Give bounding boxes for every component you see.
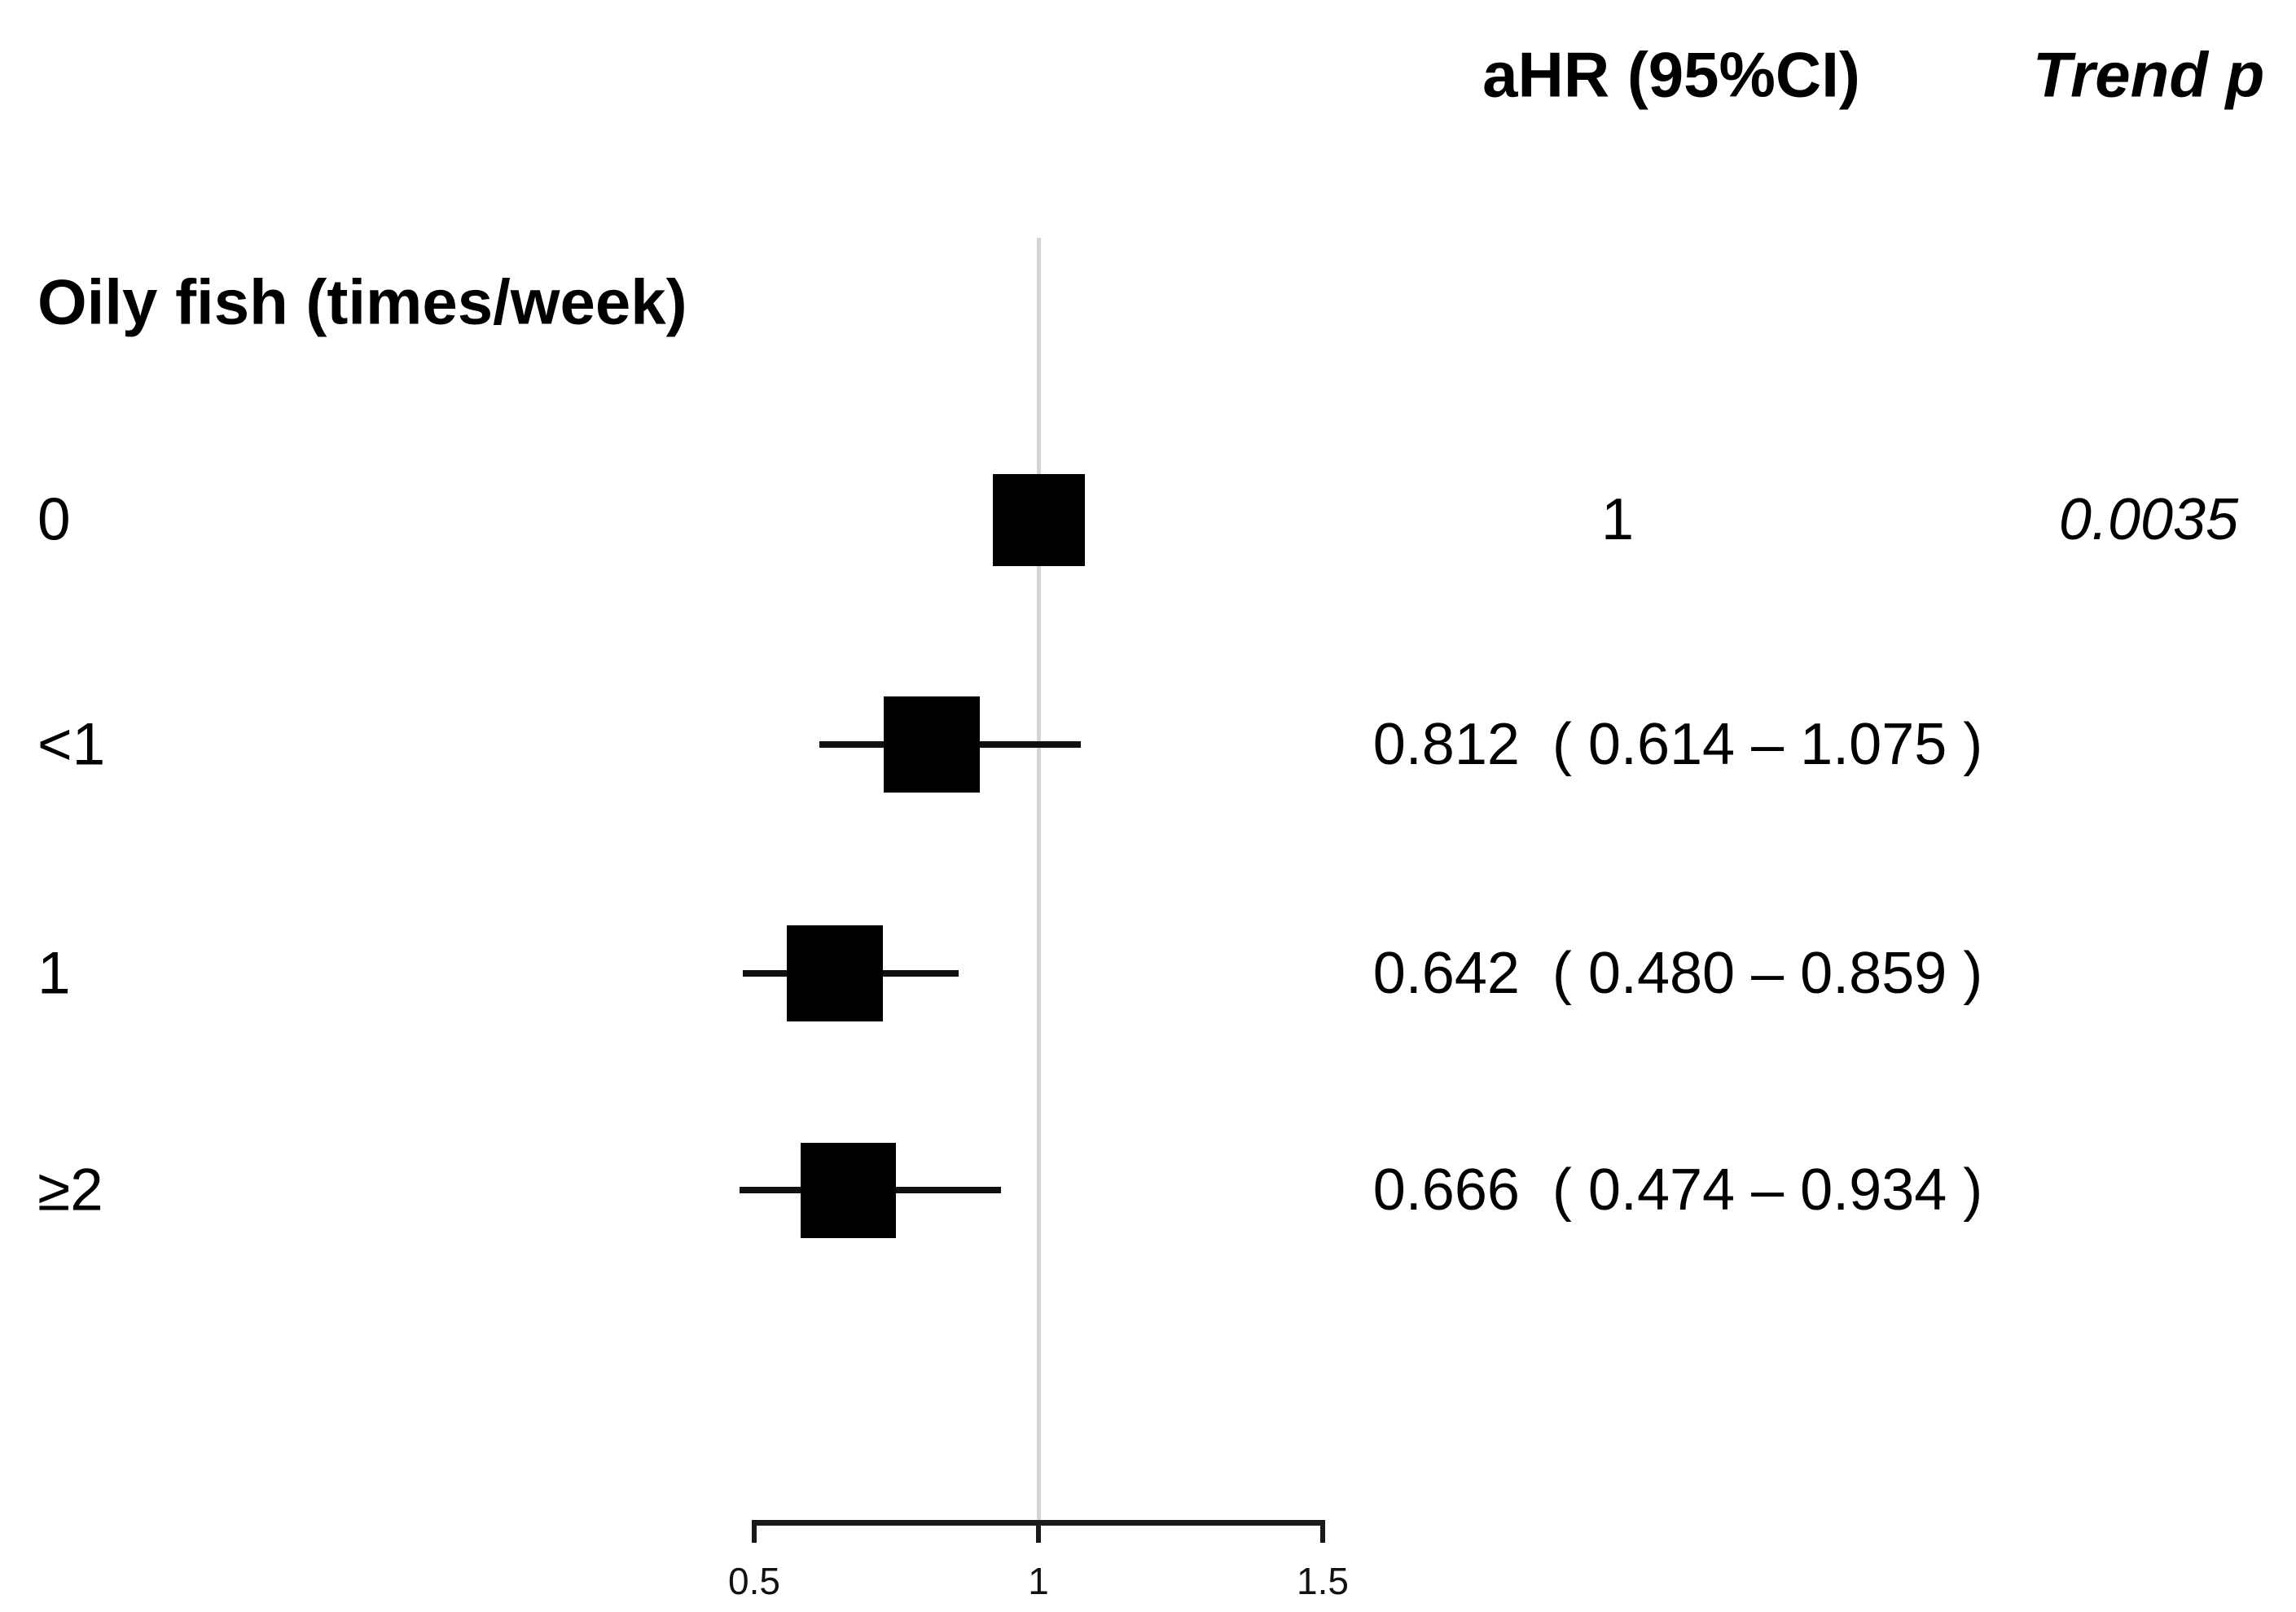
axis-tick <box>1036 1520 1041 1543</box>
column-header-trend-p: Trend p <box>2032 38 2265 111</box>
axis-tick <box>1320 1520 1325 1543</box>
ahr-value: 0.642 ( 0.480 – 0.859 ) <box>1372 941 1983 1006</box>
point-estimate-square <box>787 925 884 1021</box>
point-estimate-square <box>801 1142 897 1238</box>
axis-tick-label: 0.5 <box>728 1560 780 1602</box>
row-label-1: 1 <box>37 940 71 1007</box>
ahr-value: 0.812 ( 0.614 – 1.075 ) <box>1372 712 1983 777</box>
row-label-lt1: <1 <box>37 711 106 778</box>
ahr-value: 1 <box>1600 487 1635 552</box>
row-label-ge2: ≥2 <box>37 1157 103 1223</box>
trend-p-value: 0.0035 <box>2058 487 2239 552</box>
ahr-value: 0.666 ( 0.474 – 0.934 ) <box>1372 1157 1983 1223</box>
axis-tick-label: 1.5 <box>1297 1560 1349 1602</box>
axis-tick-label: 1 <box>1028 1560 1049 1602</box>
column-header-ahr: aHR (95%CI) <box>1482 38 1860 111</box>
point-estimate-square <box>883 696 980 793</box>
group-label: Oily fish (times/week) <box>37 266 687 338</box>
point-estimate-square <box>992 473 1085 566</box>
reference-line <box>1036 238 1041 1520</box>
row-label-0: 0 <box>37 486 71 553</box>
axis-tick <box>752 1520 757 1543</box>
